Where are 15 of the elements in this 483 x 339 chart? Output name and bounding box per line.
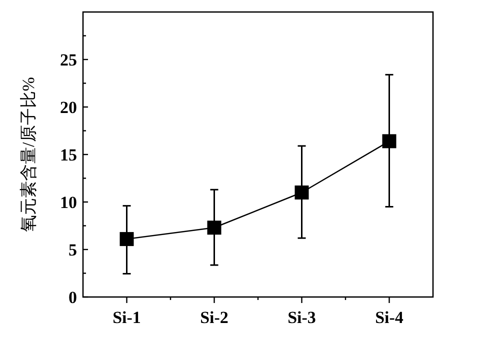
point: [294, 186, 309, 200]
y-tick-label: 20: [60, 98, 77, 117]
y-axis-title: 氧元素含量/原子比%: [19, 77, 38, 232]
x-tick-label: Si-1: [112, 308, 141, 327]
x-tick-label: Si-4: [375, 308, 404, 327]
y-tick-label: 15: [60, 145, 77, 164]
y-tick-label: 25: [60, 50, 77, 70]
y-tick-label: 10: [60, 192, 77, 212]
point: [382, 134, 396, 148]
point: [207, 220, 222, 235]
x-tick-label: Si-3: [288, 308, 316, 327]
y-tick-label: 5: [68, 240, 77, 260]
point: [120, 232, 134, 246]
x-tick-label: Si-2: [200, 308, 228, 327]
y-tick-label: 0: [68, 288, 77, 307]
